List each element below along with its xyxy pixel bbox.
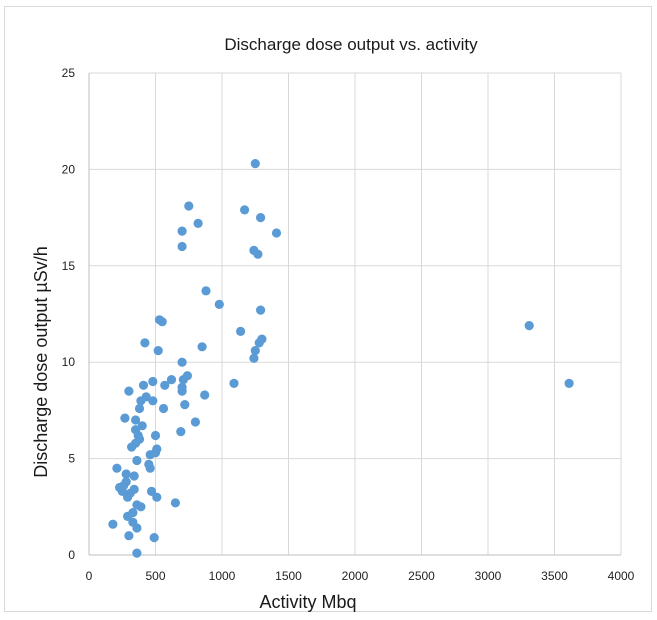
x-tick-label: 1500	[275, 569, 302, 583]
chart-card: Discharge dose output vs. activity 0 500 1…	[4, 6, 652, 612]
y-tick-label: 20	[62, 162, 76, 176]
data-point	[197, 342, 207, 352]
x-tick-label: 3000	[475, 569, 502, 583]
data-point	[240, 205, 250, 215]
data-point	[140, 338, 150, 348]
x-tick-label: 2500	[408, 569, 435, 583]
data-point	[214, 299, 224, 309]
data-point	[137, 421, 147, 431]
y-tick-label: 25	[62, 66, 76, 80]
data-point	[134, 434, 145, 444]
data-point	[124, 386, 134, 396]
data-point	[121, 477, 131, 487]
data-point	[108, 519, 118, 529]
data-point	[236, 326, 246, 336]
data-point	[250, 346, 260, 356]
data-point	[160, 380, 170, 390]
data-point	[128, 508, 138, 518]
x-tick-label: 2000	[342, 569, 369, 583]
data-point	[166, 375, 177, 385]
data-point	[131, 415, 141, 425]
data-point	[177, 382, 187, 392]
data-point	[132, 455, 142, 466]
data-point	[124, 531, 134, 541]
data-point	[253, 249, 263, 259]
data-point	[121, 469, 131, 479]
x-tick-label: 0	[86, 569, 93, 583]
y-tick-label: 5	[68, 452, 75, 466]
data-point	[145, 463, 155, 473]
data-point	[200, 390, 210, 400]
data-point	[132, 523, 142, 533]
data-point	[257, 334, 267, 344]
axes	[88, 73, 621, 556]
data-point	[148, 376, 158, 387]
data-point	[177, 241, 187, 252]
data-point	[184, 201, 194, 211]
data-point	[177, 226, 187, 236]
data-point	[176, 427, 186, 437]
data-point	[170, 498, 180, 508]
data-point	[152, 444, 162, 454]
data-point	[249, 353, 259, 363]
x-axis-label: Activity Mbq	[259, 592, 356, 612]
x-tick-label: 4000	[608, 569, 635, 583]
data-point	[148, 396, 158, 406]
data-point	[271, 228, 282, 238]
data-point	[180, 400, 190, 410]
data-point	[182, 371, 192, 381]
data-point	[158, 403, 169, 414]
data-point	[150, 430, 161, 441]
y-tick-label: 0	[68, 548, 75, 562]
data-point	[190, 417, 200, 427]
x-tick-label: 500	[145, 569, 165, 583]
data-point	[229, 378, 239, 388]
y-tick-label: 10	[62, 355, 76, 369]
data-point	[201, 286, 211, 296]
data-point	[120, 413, 130, 423]
data-point	[193, 218, 203, 228]
x-tick-label: 3500	[541, 569, 568, 583]
data-point	[524, 321, 534, 331]
data-points	[108, 159, 574, 558]
data-point	[149, 533, 159, 543]
data-point	[564, 378, 574, 388]
data-point	[256, 305, 266, 315]
data-point	[153, 346, 163, 356]
data-point	[132, 548, 142, 558]
data-point	[146, 486, 157, 496]
data-point	[112, 463, 122, 473]
data-point	[136, 502, 146, 512]
tick-labels: 0 500 1000 1500 2000 2500 3000 3500 4000 0 5 10 15 20…	[62, 66, 635, 583]
data-point	[129, 484, 139, 494]
data-point	[157, 317, 167, 327]
data-point	[129, 471, 139, 481]
data-point	[256, 213, 266, 223]
data-point	[152, 492, 162, 502]
chart-title: Discharge dose output vs. activity	[224, 35, 478, 54]
grid-lines	[89, 72, 622, 555]
y-axis-label: Discharge dose output µSv/h	[31, 246, 51, 478]
x-tick-label: 1000	[209, 569, 236, 583]
data-point	[134, 403, 145, 414]
data-point	[138, 380, 149, 390]
scatter-chart: Discharge dose output vs. activity 0 500 1…	[31, 35, 635, 612]
data-point	[177, 357, 187, 367]
y-tick-label: 15	[62, 259, 76, 273]
data-point	[250, 159, 260, 169]
